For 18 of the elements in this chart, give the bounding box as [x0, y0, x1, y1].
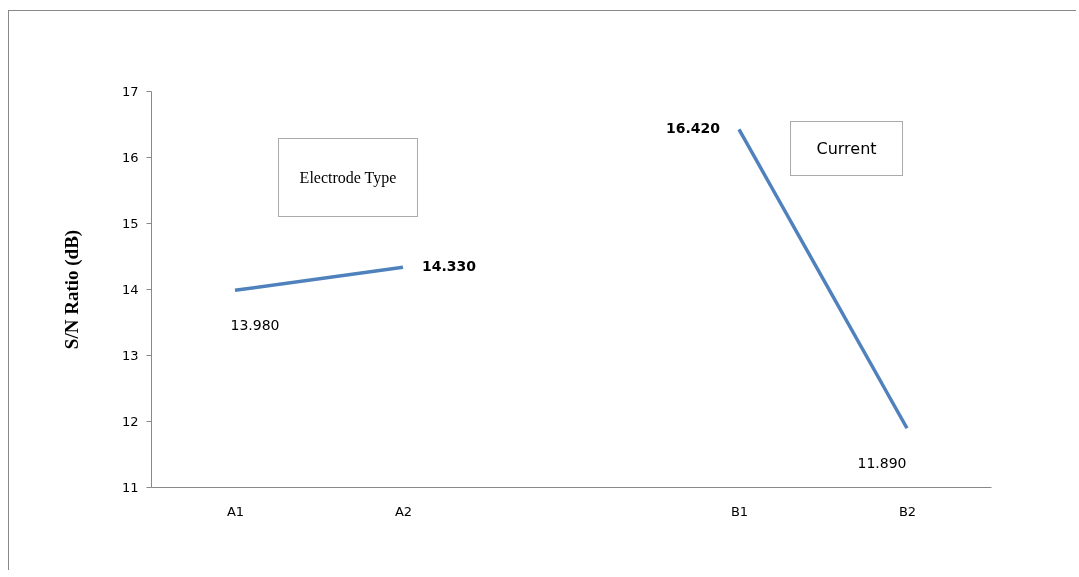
y-axis-title: S/N Ratio (dB) [60, 229, 83, 350]
y-tick-label: 11 [121, 479, 139, 495]
data-label: 14.330 [421, 258, 477, 275]
text-box: Electrode Type [278, 138, 418, 217]
y-tick-label: 16 [121, 149, 139, 165]
y-tick-label: 17 [121, 83, 139, 99]
data-label: 13.980 [230, 317, 280, 334]
y-tick-label: 12 [121, 413, 139, 429]
y-tick-label: 13 [121, 347, 139, 363]
data-label: 16.420 [665, 120, 721, 137]
x-tick-label: B2 [898, 503, 917, 519]
y-tick-label: 15 [121, 215, 139, 231]
y-tick-label: 14 [121, 281, 139, 297]
data-label: 11.890 [857, 455, 907, 472]
x-tick-label: A2 [394, 503, 413, 519]
x-tick-label: A1 [226, 503, 245, 519]
x-tick-label: B1 [730, 503, 749, 519]
text-box: Current [790, 121, 903, 176]
